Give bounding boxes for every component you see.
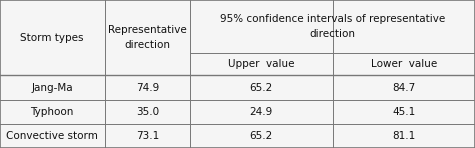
Text: 81.1: 81.1 [392, 131, 415, 141]
Text: Lower  value: Lower value [370, 59, 437, 69]
Text: 65.2: 65.2 [250, 131, 273, 141]
Text: 74.9: 74.9 [136, 83, 159, 92]
Text: 24.9: 24.9 [250, 107, 273, 117]
Text: 35.0: 35.0 [136, 107, 159, 117]
Text: Jang-Ma: Jang-Ma [31, 83, 73, 92]
Text: 73.1: 73.1 [136, 131, 159, 141]
Text: 65.2: 65.2 [250, 83, 273, 92]
Text: 95% confidence intervals of representative
direction: 95% confidence intervals of representati… [220, 14, 445, 39]
Text: 45.1: 45.1 [392, 107, 415, 117]
Text: Storm types: Storm types [20, 33, 84, 43]
Text: 84.7: 84.7 [392, 83, 415, 92]
Text: Upper  value: Upper value [228, 59, 294, 69]
Text: Typhoon: Typhoon [30, 107, 74, 117]
Text: Convective storm: Convective storm [6, 131, 98, 141]
Text: Representative
direction: Representative direction [108, 25, 187, 50]
